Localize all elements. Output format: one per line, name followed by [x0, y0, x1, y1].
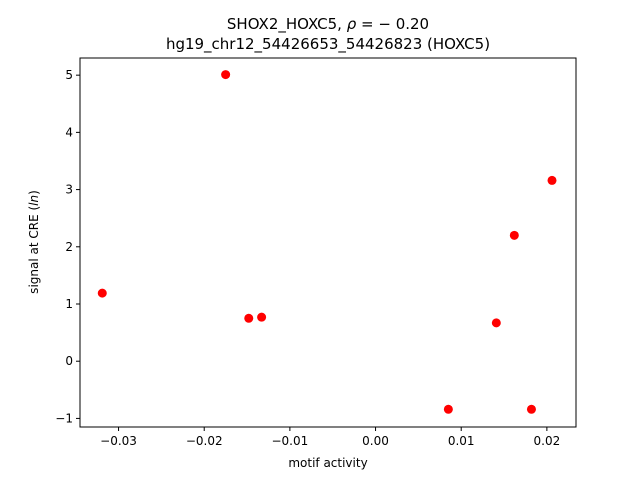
x-axis-ticks: −0.03 −0.02 −0.01 0.00 0.01 0.02 [100, 427, 560, 448]
y-axis-label: signal at CRE (ln) [27, 190, 41, 294]
y-tick-label-5: 4 [65, 125, 73, 139]
x-axis-label: motif activity [288, 456, 367, 470]
x-tick-label-4: 0.01 [448, 434, 475, 448]
y-tick-label-6: 5 [65, 68, 73, 82]
data-point-6 [509, 230, 519, 240]
plot-frame [79, 57, 577, 428]
x-tick-label-1: −0.02 [186, 434, 223, 448]
data-point-1 [97, 288, 107, 298]
y-tick-label-4: 3 [65, 183, 73, 197]
y-tick-label-3: 2 [65, 240, 73, 254]
data-point-0 [221, 70, 231, 80]
data-point-5 [491, 318, 501, 328]
data-point-7 [526, 404, 536, 414]
chart-title-line1: SHOX2_HOXC5, ρ = − 0.20 [227, 15, 429, 34]
y-tick-label-1: 0 [65, 354, 73, 368]
data-point-4 [443, 404, 453, 414]
chart-title-line2: hg19_chr12_54426653_54426823 (HOXC5) [166, 35, 490, 54]
data-points [97, 70, 557, 414]
data-point-2 [244, 313, 254, 323]
x-tick-label-5: 0.02 [534, 434, 561, 448]
y-tick-label-2: 1 [65, 297, 73, 311]
data-point-8 [547, 175, 557, 185]
y-tick-label-0: −1 [55, 411, 73, 425]
plot-area [79, 57, 577, 428]
x-tick-label-3: 0.00 [362, 434, 389, 448]
y-axis-ticks: −1 0 1 2 3 4 5 [55, 68, 80, 425]
x-tick-label-0: −0.03 [100, 434, 137, 448]
x-tick-label-2: −0.01 [271, 434, 308, 448]
data-point-3 [257, 312, 267, 322]
